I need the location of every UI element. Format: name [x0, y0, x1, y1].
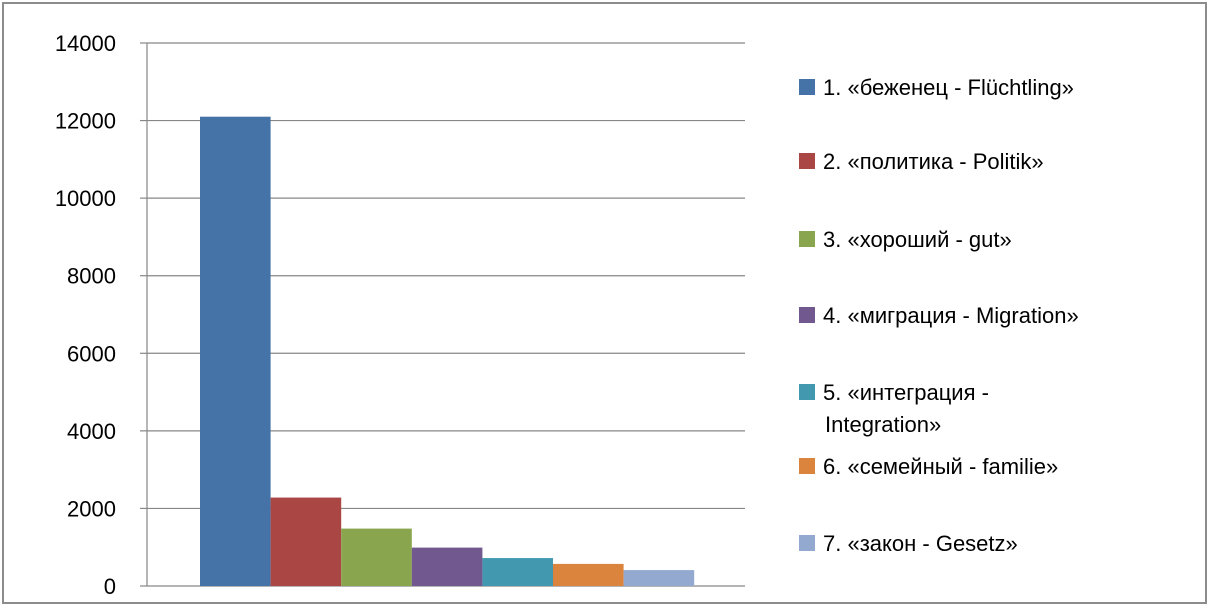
y-tick-label: 2000 [67, 496, 116, 521]
y-axis: 0 2000 4000 6000 8000 10000 12000 14000 [55, 31, 148, 599]
legend-label-7: 7. «закон - Gesetz» [823, 531, 1018, 556]
legend-swatch-1 [799, 79, 815, 95]
bar-series-7 [623, 570, 695, 586]
legend-label-1: 1. «беженец - Flüchtling» [823, 75, 1074, 100]
legend-swatch-6 [799, 458, 815, 474]
bar-series-2 [270, 497, 342, 586]
y-tick-label: 8000 [67, 264, 116, 289]
y-tick-label: 0 [104, 574, 116, 599]
y-tick-label: 10000 [55, 186, 116, 211]
bar-series-1 [200, 116, 271, 586]
bar-series-4 [411, 547, 483, 586]
bars [200, 116, 695, 586]
legend-swatch-7 [799, 535, 815, 551]
legend-swatch-2 [799, 153, 815, 169]
y-tick-label: 6000 [67, 341, 116, 366]
legend-swatch-5 [799, 384, 815, 400]
legend-label-4: 4. «миграция - Migration» [823, 303, 1079, 328]
legend-swatch-4 [799, 307, 815, 323]
bar-series-5 [482, 558, 553, 586]
y-tick-label: 14000 [55, 31, 116, 56]
bar-series-3 [341, 528, 412, 586]
y-tick-label: 4000 [67, 419, 116, 444]
legend-label-3: 3. «хороший - gut» [823, 227, 1012, 252]
legend-label-5: 5. «интеграция - [823, 380, 989, 405]
legend-label-2: 2. «политика - Politik» [823, 149, 1044, 174]
y-tick-label: 12000 [55, 109, 116, 134]
legend-label-6: 6. «семейный - familie» [823, 454, 1058, 479]
legend-label-5: Integration» [825, 412, 941, 437]
legend: 1. «беженец - Flüchtling» 2. «политика - … [799, 75, 1079, 556]
bar-series-6 [553, 563, 624, 586]
legend-swatch-3 [799, 231, 815, 247]
